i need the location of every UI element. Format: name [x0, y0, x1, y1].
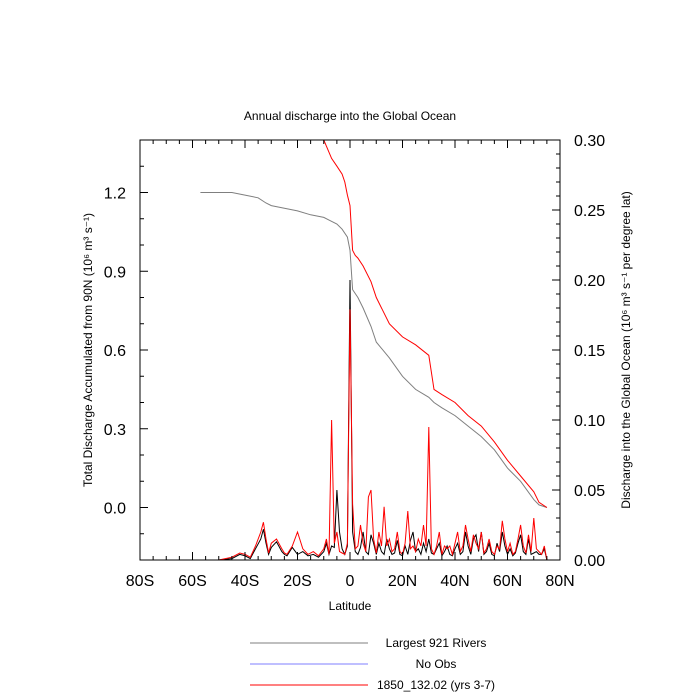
right-tick-label: 0.25: [574, 203, 605, 220]
series-line-largest-921-rivers: [200, 192, 548, 508]
legend-label-no-obs: No Obs: [416, 657, 457, 671]
x-tick-label: 20N: [388, 573, 417, 590]
x-tick-label: 80N: [545, 573, 574, 590]
left-tick-label: 0.9: [104, 264, 126, 281]
left-axis-label: Total Discharge Accumulated from 90N (10…: [81, 213, 95, 487]
left-tick-label: 0.0: [104, 501, 126, 518]
chart-title: Annual discharge into the Global Ocean: [244, 109, 456, 123]
x-axis-ticks: 80S 60S 40S 20S 0 20N 40N 60N 80N: [126, 140, 575, 590]
right-tick-label: 0.00: [574, 553, 605, 570]
right-tick-label: 0.20: [574, 273, 605, 290]
legend-label-1850-132-02-yrs-3-7: 1850_132.02 (yrs 3-7): [377, 678, 495, 692]
right-tick-label: 0.10: [574, 413, 605, 430]
plot-series: [197, 140, 548, 560]
left-axis-ticks: 0.0 0.3 0.6 0.9 1.2: [104, 165, 148, 561]
x-tick-label: 40S: [231, 573, 259, 590]
x-tick-label: 0: [346, 573, 355, 590]
x-tick-label: 80S: [126, 573, 154, 590]
right-tick-label: 0.30: [574, 133, 605, 150]
legend: Largest 921 Rivers No Obs 1850_132.02 (yrs…: [250, 636, 495, 692]
right-tick-label: 0.15: [574, 343, 605, 360]
left-tick-label: 1.2: [104, 186, 126, 203]
x-tick-label: 20S: [283, 573, 311, 590]
left-tick-label: 0.6: [104, 343, 126, 360]
x-axis-label: Latitude: [329, 599, 372, 613]
series-line-1850-132-02-yrs-3-7: [323, 140, 548, 508]
right-tick-label: 0.05: [574, 483, 605, 500]
right-axis-ticks: 0.00 0.05 0.10 0.15 0.20 0.25 0.30: [552, 133, 605, 570]
right-axis-label: Discharge into the Global Ocean (10⁶ m³ …: [619, 191, 633, 508]
legend-label-largest-921-rivers: Largest 921 Rivers: [386, 636, 487, 650]
series-line-1850-132-02-yrs-3-7-per-degree: [197, 309, 548, 560]
x-tick-label: 40N: [440, 573, 469, 590]
x-tick-label: 60S: [178, 573, 206, 590]
left-tick-label: 0.3: [104, 422, 126, 439]
x-tick-label: 60N: [493, 573, 522, 590]
